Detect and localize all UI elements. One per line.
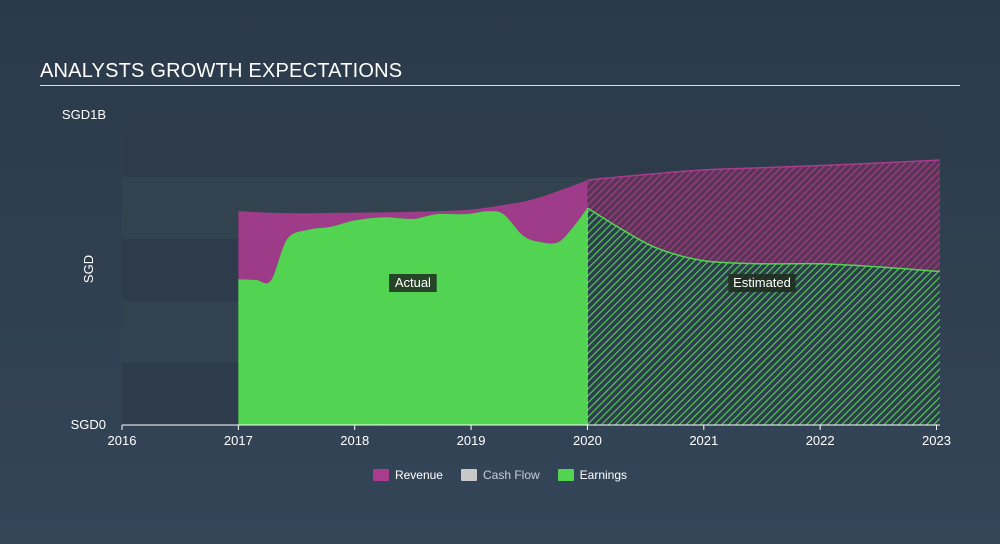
earnings-line-estimated — [587, 207, 941, 273]
y-tick-label: SGD0 — [71, 417, 106, 432]
chart-title: ANALYSTS GROWTH EXPECTATIONS — [40, 60, 403, 82]
x-tick-label: 2019 — [457, 433, 486, 448]
x-tick-label: 2017 — [224, 433, 253, 448]
annotation-box — [389, 274, 437, 292]
x-tick-label: 2022 — [806, 433, 835, 448]
x-tick-label: 2020 — [573, 433, 602, 448]
x-tick-label: 2021 — [689, 433, 718, 448]
legend-label-revenue: Revenue — [394, 468, 443, 482]
earnings-area-estimated — [587, 208, 940, 425]
revenue-area-actual — [238, 180, 588, 284]
y-tick-label: SGD1B — [62, 107, 106, 122]
legend-item-earnings[interactable]: Earnings — [557, 468, 628, 482]
x-tick-label: 2016 — [108, 433, 137, 448]
annotation-box — [728, 274, 796, 292]
x-tick-label: 2023 — [922, 433, 951, 448]
revenue-line-estimated — [587, 159, 941, 181]
legend-item-cash-flow[interactable]: Cash Flow — [460, 468, 540, 482]
legend-label-earnings: Earnings — [579, 468, 628, 482]
revenue-area-estimated — [587, 159, 940, 272]
annotation-actual: Actual — [389, 274, 437, 292]
legend-item-revenue[interactable]: Revenue — [372, 468, 443, 482]
series-areas — [238, 159, 941, 425]
earnings-area-actual — [238, 208, 588, 425]
annotation-estimated: Estimated — [728, 274, 796, 292]
chart-legend: Revenue Cash Flow Earnings — [0, 468, 1000, 482]
legend-label-cash-flow: Cash Flow — [482, 468, 540, 482]
y-axis-label: SGD — [81, 255, 96, 283]
x-tick-label: 2018 — [340, 433, 369, 448]
chart-labels: 2016 2017 2018 2019 2020 2021 2022 2023 SGD0 SGD1… — [62, 107, 951, 448]
title-divider — [40, 85, 960, 86]
cash-flow-swatch — [460, 469, 477, 481]
annotation-label: Estimated — [733, 275, 791, 290]
earnings-swatch — [557, 469, 574, 481]
annotation-label: Actual — [395, 275, 431, 290]
revenue-swatch — [372, 469, 389, 481]
